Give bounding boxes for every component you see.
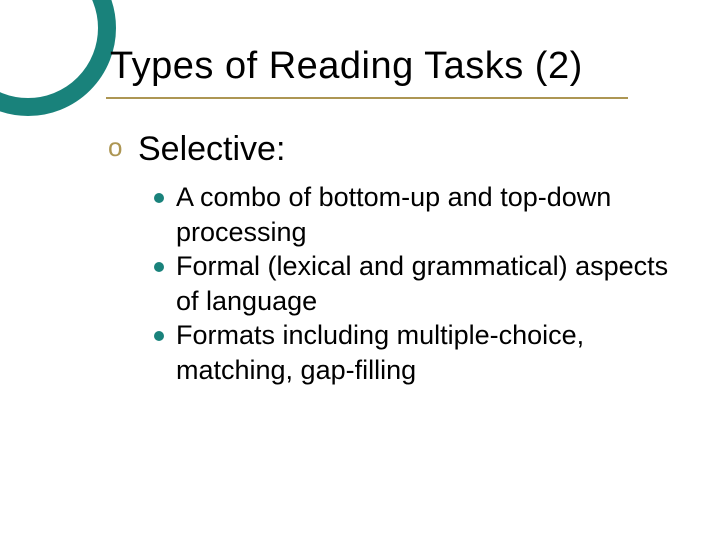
level2-item: Formal (lexical and grammatical) aspects… bbox=[154, 249, 684, 318]
level2-text: Formal (lexical and grammatical) aspects… bbox=[176, 251, 668, 316]
level2-list: A combo of bottom-up and top-down proces… bbox=[154, 180, 684, 387]
level2-item: Formats including multiple-choice, match… bbox=[154, 318, 684, 387]
bullet-dot-icon bbox=[154, 193, 164, 203]
bullet-dot-icon bbox=[154, 331, 164, 341]
slide-title: Types of Reading Tasks (2) bbox=[110, 45, 583, 88]
level1-bullet-marker: o bbox=[108, 132, 122, 163]
title-underline bbox=[106, 97, 628, 99]
level2-item: A combo of bottom-up and top-down proces… bbox=[154, 180, 684, 249]
bullet-dot-icon bbox=[154, 262, 164, 272]
slide-body: Types of Reading Tasks (2) o Selective: … bbox=[0, 0, 720, 540]
level2-text: Formats including multiple-choice, match… bbox=[176, 320, 584, 385]
level1-text: Selective: bbox=[138, 130, 285, 169]
level2-text: A combo of bottom-up and top-down proces… bbox=[176, 182, 611, 247]
